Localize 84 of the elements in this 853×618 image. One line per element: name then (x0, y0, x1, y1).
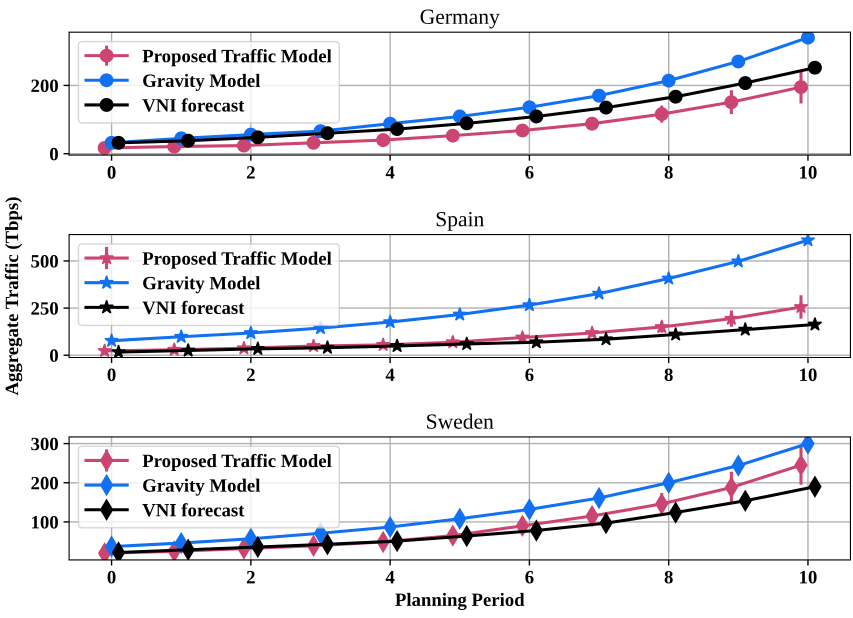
point (515, 124, 530, 138)
point (522, 297, 537, 312)
legend-label: Proposed Traffic Model (142, 251, 332, 269)
point (800, 234, 816, 247)
point (731, 54, 746, 68)
point (661, 270, 676, 285)
point (97, 343, 112, 358)
point (808, 60, 822, 75)
point (181, 134, 196, 148)
x-tick-label: 2 (246, 570, 255, 584)
point (584, 325, 600, 340)
x-tick-label: 0 (108, 570, 116, 584)
chart-title: Spain (436, 212, 484, 231)
point (598, 332, 614, 346)
point (529, 334, 544, 349)
point (668, 90, 683, 104)
point (376, 133, 390, 148)
point (446, 128, 460, 143)
legend-label: VNI forecast (142, 503, 244, 517)
point (599, 100, 613, 115)
y-tick-label: 500 (31, 254, 58, 268)
x-tick-label: 4 (386, 570, 394, 584)
y-tick-label: 200 (31, 79, 58, 92)
point (174, 329, 189, 344)
point (668, 326, 683, 341)
point (236, 138, 251, 152)
x-axis-title: Planning Period (395, 592, 524, 610)
x-tick-label: 8 (664, 166, 673, 179)
point (662, 74, 676, 88)
legend-label: Proposed Traffic Model (142, 49, 332, 66)
point (592, 286, 606, 300)
point (390, 338, 404, 352)
y-axis-title: Aggregate Traffic (Tbps) (4, 197, 22, 396)
x-tick-label: 4 (386, 166, 394, 179)
point (180, 342, 196, 357)
point (801, 32, 815, 45)
y-tick-label: 250 (31, 302, 58, 315)
x-tick-label: 6 (525, 166, 534, 179)
point (382, 314, 398, 328)
point (459, 336, 474, 350)
chart-title: Sweden (427, 414, 494, 429)
x-tick-label: 4 (386, 368, 394, 381)
point (585, 116, 600, 131)
point (808, 316, 822, 331)
x-tick-label: 6 (525, 368, 534, 382)
point (390, 122, 404, 136)
y-tick-label: 0 (50, 148, 58, 160)
y-tick-label: 300 (31, 438, 58, 450)
y-tick-label: 0 (50, 349, 58, 362)
x-tick-label: 10 (800, 166, 817, 179)
point (738, 76, 752, 90)
point (250, 130, 265, 144)
x-tick-label: 8 (664, 368, 673, 382)
legend-label: Gravity Model (143, 276, 260, 294)
point (320, 126, 334, 140)
x-tick-label: 2 (246, 166, 255, 179)
point (112, 136, 126, 150)
x-tick-label: 10 (800, 368, 817, 382)
chart-title: Germany (420, 10, 500, 28)
point (522, 100, 536, 114)
point (452, 306, 468, 321)
point (592, 88, 606, 103)
point (460, 116, 474, 130)
point (111, 344, 126, 358)
x-tick-label: 6 (525, 570, 534, 584)
legend-label: Gravity Model (143, 478, 260, 496)
point (320, 340, 335, 354)
y-tick-label: 100 (32, 516, 58, 529)
legend-label: VNI forecast (142, 300, 244, 314)
x-tick-label: 0 (108, 368, 116, 382)
y-tick-label: 200 (31, 476, 58, 490)
x-tick-label: 0 (108, 166, 116, 179)
legend-label: VNI forecast (142, 98, 244, 112)
point (104, 333, 119, 348)
x-tick-label: 2 (246, 368, 255, 381)
legend-label: Gravity Model (143, 74, 260, 91)
point (244, 325, 258, 340)
point (250, 341, 266, 356)
point (529, 110, 544, 124)
point (738, 322, 753, 336)
x-tick-label: 8 (664, 570, 673, 584)
x-tick-label: 10 (800, 570, 817, 584)
legend-label: Proposed Traffic Model (142, 454, 332, 472)
point (306, 136, 320, 150)
